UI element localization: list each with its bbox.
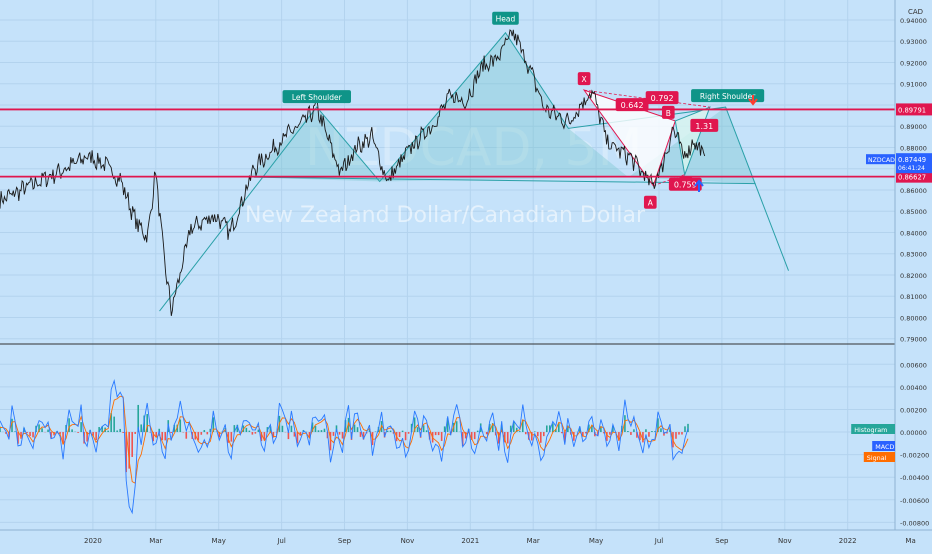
- svg-text:A: A: [648, 199, 654, 208]
- head-label: Head: [492, 11, 519, 25]
- sell-arrow-icon: [748, 95, 758, 106]
- svg-text:Head: Head: [496, 15, 516, 24]
- macd-axis: 0.00600 0.00400 0.00200 0.00000 -0.00200 -0.0…: [900, 361, 929, 527]
- fib-ratio-label: 0.792: [645, 91, 679, 105]
- macd-tick-label: 0.00600: [900, 361, 927, 369]
- macd-pane: [0, 379, 689, 515]
- time-axis: 2020 Mar May Jul Sep Nov 2021 Mar May Jul Sep Nov 20…: [84, 537, 916, 545]
- time-tick-label: 2022: [839, 537, 857, 545]
- time-tick-label: May: [589, 537, 603, 545]
- svg-text:Histogram: Histogram: [854, 426, 887, 434]
- macd-tick-label: -0.00600: [900, 497, 929, 505]
- fib-ratio-label: 1.31: [690, 118, 719, 132]
- svg-text:0.87449: 0.87449: [898, 156, 926, 164]
- macd-legend-tag: MACD: [872, 441, 895, 451]
- time-axis-background: [0, 530, 932, 550]
- time-tick-label: Mar: [527, 537, 540, 545]
- macd-tick-label: 0.00400: [900, 384, 927, 392]
- watermark-description: New Zealand Dollar/Canadian Dollar: [245, 203, 646, 228]
- watermark-ticker: NZDCAD, 5M: [305, 118, 643, 178]
- time-tick-label: Mar: [149, 537, 162, 545]
- svg-text:Right Shoulder: Right Shoulder: [700, 92, 756, 101]
- svg-text:0.642: 0.642: [621, 101, 644, 110]
- buy-arrow-icon: [694, 179, 704, 192]
- time-tick-label: Sep: [338, 537, 352, 545]
- signal-legend-tag: Signal: [863, 452, 895, 462]
- svg-text:Signal: Signal: [867, 454, 887, 462]
- fib-ratio-label: 0.642: [615, 98, 649, 112]
- svg-text:Left Shoulder: Left Shoulder: [292, 93, 343, 102]
- head-and-shoulders-outline: [159, 31, 789, 312]
- svg-text:X: X: [582, 75, 587, 84]
- price-tick-label: 0.82000: [900, 272, 927, 280]
- time-tick-label: Jul: [654, 537, 664, 545]
- time-tick-label: Jul: [276, 537, 286, 545]
- price-tick-label: 0.89000: [900, 123, 927, 131]
- left-shoulder-label: Left Shoulder: [282, 90, 351, 104]
- time-tick-label: Sep: [715, 537, 729, 545]
- time-tick-label: Ma: [905, 537, 915, 545]
- macd-tick-label: -0.00800: [900, 519, 929, 527]
- fib-ratio-label: 0.759: [668, 177, 702, 191]
- svg-text:0.759: 0.759: [674, 181, 697, 190]
- horizontal-levels: [0, 108, 895, 178]
- time-tick-label: May: [211, 537, 225, 545]
- svg-text:06:41:24: 06:41:24: [898, 165, 925, 172]
- macd-tick-label: -0.00200: [900, 452, 929, 460]
- level-price-tag: 0.86627: [896, 170, 932, 183]
- price-tick-label: 0.86000: [900, 187, 927, 195]
- macd-tick-label: 0.00000: [900, 429, 927, 437]
- price-tick-label: 0.81000: [900, 293, 927, 301]
- price-tick-label: 0.79000: [900, 336, 927, 344]
- svg-text:0.89791: 0.89791: [898, 106, 926, 114]
- point-b-label: B: [661, 105, 675, 119]
- svg-text:0.792: 0.792: [651, 94, 674, 103]
- harmonic-xd: [584, 89, 710, 108]
- price-axis-background: [895, 0, 932, 530]
- macd-tick-label: -0.00400: [900, 474, 929, 482]
- grid: [0, 0, 912, 530]
- price-tick-label: 0.94000: [900, 17, 927, 25]
- svg-text:0.86627: 0.86627: [898, 174, 926, 182]
- point-x-label: X: [577, 72, 591, 86]
- price-tick-label: 0.91000: [900, 81, 927, 89]
- svg-text:MACD: MACD: [875, 443, 894, 451]
- time-tick-label: 2020: [84, 537, 102, 545]
- currency-label: CAD: [908, 8, 923, 16]
- price-tick-label: 0.84000: [900, 229, 927, 237]
- symbol-tag: NZDCAD: [866, 154, 895, 165]
- macd-line: [0, 379, 689, 515]
- macd-tick-label: 0.00200: [900, 406, 927, 414]
- svg-text:1.31: 1.31: [695, 122, 713, 131]
- right-shoulder-label: Right Shoulder: [691, 89, 765, 103]
- price-tick-label: 0.93000: [900, 38, 927, 46]
- price-tags: 0.897910.866270.8744906:41:24NZDCADHisto…: [851, 103, 932, 462]
- price-tick-label: 0.83000: [900, 251, 927, 259]
- price-tick-label: 0.92000: [900, 59, 927, 67]
- time-tick-label: Nov: [778, 537, 792, 545]
- price-tick-label: 0.88000: [900, 144, 927, 152]
- svg-text:B: B: [666, 109, 671, 118]
- histogram-legend-tag: Histogram: [851, 424, 895, 434]
- svg-text:NZDCAD: NZDCAD: [868, 157, 895, 164]
- price-tick-label: 0.80000: [900, 314, 927, 322]
- point-a-label: A: [643, 195, 657, 209]
- time-tick-label: 2021: [461, 537, 479, 545]
- price-axis: 0.940000.930000.920000.910000.900000.890…: [900, 17, 927, 344]
- time-tick-label: Nov: [401, 537, 415, 545]
- head-area: [379, 32, 629, 182]
- price-tick-label: 0.85000: [900, 208, 927, 216]
- level-price-tag: 0.89791: [896, 103, 932, 116]
